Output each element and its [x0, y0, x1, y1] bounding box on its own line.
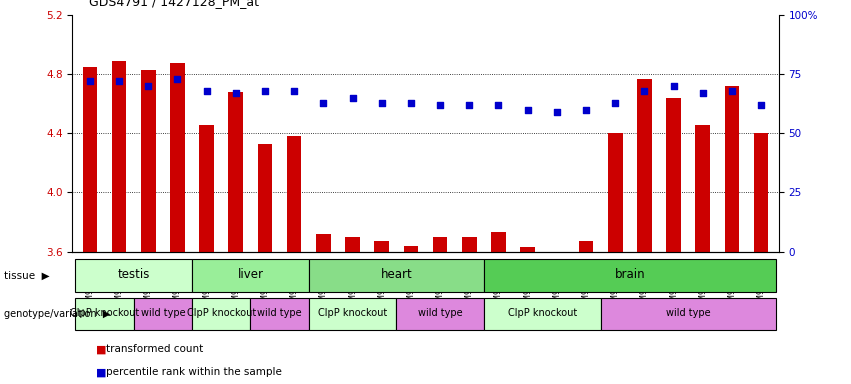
Point	[112, 78, 126, 84]
Point	[433, 102, 447, 108]
Bar	[484, 298, 601, 330]
Point	[608, 100, 622, 106]
Text: ClpP knockout: ClpP knockout	[318, 308, 387, 318]
Bar	[287, 136, 301, 252]
Point	[550, 109, 563, 115]
Bar	[316, 234, 331, 252]
Bar	[141, 70, 156, 252]
Bar	[754, 133, 768, 252]
Text: ClpP knockout: ClpP knockout	[508, 308, 577, 318]
Bar	[83, 67, 97, 252]
Bar	[309, 298, 397, 330]
Bar	[601, 298, 776, 330]
Point	[696, 90, 710, 96]
Text: testis: testis	[117, 268, 150, 281]
Text: ClpP knockout: ClpP knockout	[186, 308, 256, 318]
Bar	[111, 61, 126, 252]
Text: tissue  ▶: tissue ▶	[4, 270, 50, 281]
Bar	[346, 237, 360, 252]
Bar	[520, 247, 535, 252]
Bar	[75, 298, 134, 330]
Point	[170, 76, 184, 82]
Text: brain: brain	[614, 268, 645, 281]
Text: transformed count: transformed count	[106, 344, 203, 354]
Point	[754, 102, 768, 108]
Text: wild type: wild type	[257, 308, 302, 318]
Point	[521, 107, 534, 113]
Bar	[199, 124, 214, 252]
Text: percentile rank within the sample: percentile rank within the sample	[106, 367, 283, 377]
Bar	[666, 98, 681, 252]
Point	[229, 90, 243, 96]
Bar	[491, 232, 505, 252]
Bar	[228, 92, 243, 252]
Text: wild type: wild type	[418, 308, 462, 318]
Point	[83, 78, 97, 84]
Bar	[695, 124, 710, 252]
Bar	[637, 79, 652, 252]
Bar	[579, 241, 593, 252]
Point	[288, 88, 301, 94]
Bar	[725, 86, 740, 252]
Bar	[484, 259, 776, 292]
Text: ■: ■	[96, 344, 106, 354]
Point	[667, 83, 681, 89]
Bar	[75, 259, 192, 292]
Point	[404, 100, 418, 106]
Bar	[258, 144, 272, 252]
Text: heart: heart	[380, 268, 412, 281]
Text: genotype/variation  ▶: genotype/variation ▶	[4, 309, 111, 319]
Point	[462, 102, 476, 108]
Point	[258, 88, 271, 94]
Text: wild type: wild type	[140, 308, 186, 318]
Bar	[170, 63, 185, 252]
Bar	[192, 298, 250, 330]
Point	[200, 88, 214, 94]
Point	[725, 88, 739, 94]
Point	[580, 107, 593, 113]
Point	[637, 88, 651, 94]
Text: wild type: wild type	[665, 308, 711, 318]
Bar	[134, 298, 192, 330]
Bar	[462, 237, 477, 252]
Bar	[397, 298, 484, 330]
Point	[317, 100, 330, 106]
Text: GDS4791 / 1427128_PM_at: GDS4791 / 1427128_PM_at	[89, 0, 260, 8]
Bar	[374, 241, 389, 252]
Point	[375, 100, 389, 106]
Bar	[250, 298, 309, 330]
Point	[492, 102, 505, 108]
Text: liver: liver	[237, 268, 263, 281]
Bar	[608, 133, 623, 252]
Bar	[192, 259, 309, 292]
Bar	[309, 259, 484, 292]
Bar	[433, 237, 448, 252]
Text: ■: ■	[96, 367, 106, 377]
Point	[346, 95, 359, 101]
Text: ClpP knockout: ClpP knockout	[70, 308, 139, 318]
Bar	[403, 246, 418, 252]
Point	[141, 83, 155, 89]
